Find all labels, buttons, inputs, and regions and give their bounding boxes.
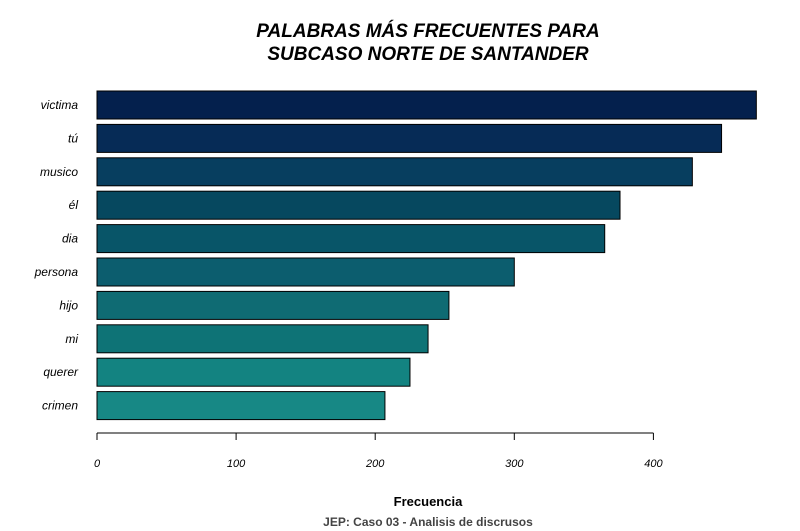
category-label-tú: tú xyxy=(68,131,78,145)
x-axis-label: Frecuencia xyxy=(394,494,463,509)
x-tick-label-100: 100 xyxy=(227,458,246,470)
category-label-crimen: crimen xyxy=(42,399,78,413)
x-tick-label-300: 300 xyxy=(505,458,524,470)
bar-victima xyxy=(96,90,757,120)
bar-mi xyxy=(96,324,429,354)
bar-querer xyxy=(96,357,411,387)
category-label-persona: persona xyxy=(34,265,79,279)
category-label-querer: querer xyxy=(43,365,79,379)
bar-musico xyxy=(96,157,693,187)
x-tick-label-400: 400 xyxy=(644,458,663,470)
chart-title-line-1: PALABRAS MÁS FRECUENTES PARA xyxy=(256,20,599,42)
bar-crimen xyxy=(96,391,386,421)
category-label-hijo: hijo xyxy=(59,298,78,312)
x-tick-label-200: 200 xyxy=(365,458,385,470)
bar-persona xyxy=(96,257,515,287)
bar-él xyxy=(96,190,621,220)
chart-title-line-2: SUBCASO NORTE DE SANTANDER xyxy=(267,44,589,65)
category-labels: victima tú musico él dia persona hijo mi querer c… xyxy=(34,98,79,413)
x-axis: 0 100 200 300 400 xyxy=(94,432,663,470)
bar-hijo xyxy=(96,290,450,320)
bars-group xyxy=(96,90,757,421)
category-label-victima: victima xyxy=(41,98,79,112)
category-label-musico: musico xyxy=(40,165,78,179)
chart-caption: JEP: Caso 03 - Analisis de discrusos xyxy=(323,515,533,529)
category-label-mi: mi xyxy=(65,332,78,346)
x-tick-label-0: 0 xyxy=(94,458,101,470)
category-label-dia: dia xyxy=(62,232,78,246)
bar-tú xyxy=(96,123,723,153)
category-label-él: él xyxy=(69,198,79,212)
bar-dia xyxy=(96,224,606,254)
